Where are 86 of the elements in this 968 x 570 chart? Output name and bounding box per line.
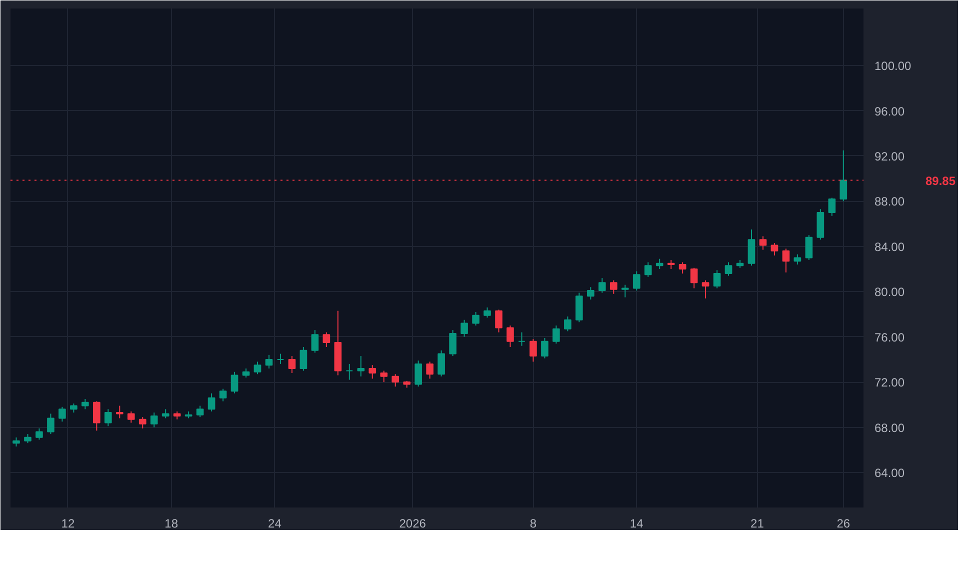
candlestick [242, 368, 250, 378]
candlestick [104, 408, 112, 427]
candlestick [530, 338, 537, 362]
y-tick-label: 64.00 [874, 466, 905, 480]
x-tick-label: 12 [61, 516, 75, 530]
y-tick-label: 80.00 [874, 285, 905, 300]
candlestick [82, 398, 89, 410]
candlestick [196, 405, 204, 418]
candlestick [610, 280, 618, 294]
y-tick-label: 92.00 [874, 149, 905, 164]
candlestick [150, 412, 158, 428]
x-tick-label: 8 [530, 516, 537, 530]
candlestick [632, 270, 640, 291]
candlestick [380, 370, 388, 383]
candlestick [770, 242, 778, 256]
candlestick [702, 280, 710, 299]
candlestick [840, 150, 848, 202]
x-tick-label: 18 [164, 516, 178, 530]
candlestick [541, 337, 548, 359]
candlestick [472, 311, 480, 326]
candlestick [162, 408, 170, 419]
candlestick [621, 284, 629, 298]
candlestick [346, 363, 354, 380]
candlestick [127, 410, 135, 424]
candlestick [36, 428, 43, 440]
x-tick-label: 2026 [399, 516, 426, 530]
candlestick [276, 353, 284, 364]
candlestick [713, 270, 721, 289]
candlestick [449, 330, 456, 357]
candlestick [368, 364, 376, 380]
candlestick [357, 356, 365, 377]
candlestick [586, 286, 594, 300]
candlestick [690, 267, 698, 289]
candlestick [208, 392, 216, 412]
candlestick [576, 292, 583, 323]
y-tick-label: 100.00 [874, 59, 912, 74]
candlestick [748, 228, 756, 266]
x-tick-label: 26 [836, 516, 850, 530]
candlestick [794, 254, 802, 265]
candlestick [724, 262, 732, 276]
candlestick [805, 234, 813, 260]
candlestick [414, 360, 422, 388]
candlestick [598, 278, 606, 294]
candlestick [484, 306, 491, 318]
y-tick-label: 96.00 [874, 104, 905, 118]
candlestick [759, 236, 767, 250]
y-tick-label: 72.00 [874, 376, 905, 390]
candlestick [322, 332, 330, 348]
candlestick [678, 262, 686, 274]
candlestick [58, 406, 66, 422]
candlestick [392, 374, 400, 388]
ref-line-label: 89.85 [926, 174, 956, 188]
candlestick [300, 346, 308, 372]
candlestick [47, 413, 54, 435]
candlestick [564, 316, 572, 332]
candlestick [116, 405, 124, 419]
y-tick-label: 84.00 [874, 240, 905, 254]
candlestick [552, 325, 560, 344]
candlestick [138, 416, 146, 429]
candlestick [265, 354, 273, 369]
candlestick [12, 436, 20, 447]
candlestick [311, 330, 319, 354]
x-tick-label: 14 [630, 516, 644, 530]
candlestick [288, 356, 296, 374]
candlestick [644, 262, 652, 278]
candlestick [426, 361, 434, 380]
candlestick [828, 197, 836, 216]
candlestick [495, 309, 502, 333]
candlestick [70, 403, 78, 414]
candlestick [219, 388, 227, 402]
candlestick [438, 350, 445, 377]
y-tick-label: 88.00 [874, 194, 905, 209]
candlestick [93, 400, 100, 432]
candlestick [518, 332, 526, 346]
candlestick [667, 259, 675, 270]
candlestick [254, 361, 262, 375]
candlestick [782, 248, 790, 273]
y-tick-label: 76.00 [874, 330, 905, 344]
x-tick-label: 21 [750, 516, 764, 530]
candlestick [230, 371, 238, 394]
candlestick [656, 258, 664, 270]
x-tick-label: 24 [268, 516, 282, 530]
candlestick [506, 325, 514, 348]
y-tick-label: 68.00 [874, 420, 905, 435]
candlestick [460, 319, 468, 338]
candlestick [24, 434, 32, 444]
